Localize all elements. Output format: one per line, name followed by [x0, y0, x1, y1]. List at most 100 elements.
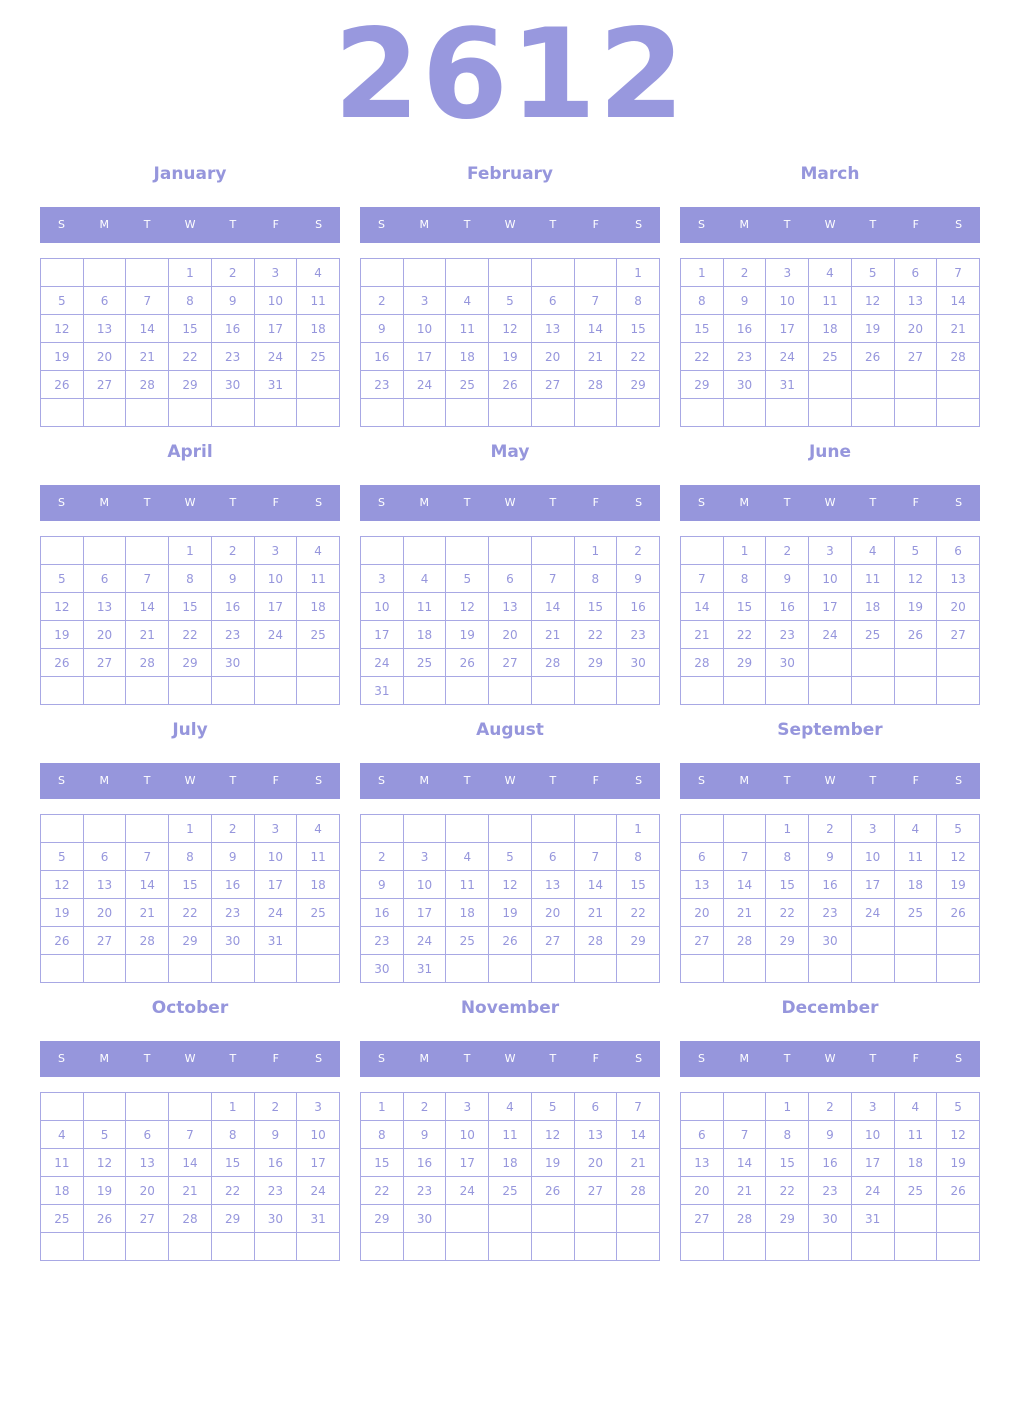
day-cell: 29 — [765, 926, 810, 955]
weekday-label: F — [592, 774, 599, 787]
week-row: 26 27 28 29 30 31 — [40, 926, 340, 955]
weekday-label: T — [143, 218, 151, 231]
day-cell: 16 — [360, 342, 404, 371]
day-grid: 1 2 3 4 5 6 7 8 9 10 11 12 13 14 15 16 17 18 19 20 21 22 23 24 2… — [360, 536, 660, 705]
day-cell — [40, 258, 84, 287]
week-row: 23 24 25 26 27 28 29 — [360, 926, 660, 955]
day-cell: 20 — [488, 620, 532, 649]
weekday-label: S — [377, 218, 385, 231]
day-cell: 25 — [296, 898, 340, 927]
week-row: 16 17 18 19 20 21 22 — [360, 342, 660, 371]
day-cell: 2 — [360, 842, 404, 871]
day-cell: 31 — [402, 954, 447, 983]
day-cell: 27 — [488, 648, 532, 677]
day-cell — [210, 954, 255, 983]
day-cell — [936, 1204, 980, 1233]
day-cell: 4 — [40, 1120, 84, 1149]
day-cell: 3 — [850, 1092, 895, 1121]
day-cell — [936, 370, 980, 399]
day-cell: 12 — [936, 1120, 980, 1149]
day-cell — [82, 1092, 127, 1121]
day-cell: 25 — [296, 342, 340, 371]
day-cell: 3 — [253, 814, 298, 843]
day-cell: 17 — [296, 1148, 340, 1177]
day-cell: 7 — [616, 1092, 660, 1121]
day-cell: 16 — [210, 870, 255, 899]
day-cell: 15 — [765, 1148, 810, 1177]
week-row: 27 28 29 30 31 — [680, 1204, 980, 1233]
day-cell: 31 — [296, 1204, 340, 1233]
weekday-label: M — [419, 218, 430, 231]
day-cell: 17 — [360, 620, 404, 649]
day-cell: 30 — [765, 648, 810, 677]
weekday-label: T — [549, 774, 557, 787]
day-cell: 20 — [680, 898, 724, 927]
day-cell — [40, 676, 84, 705]
week-row: 29 30 31 — [680, 370, 980, 399]
day-cell — [893, 954, 938, 983]
weekday-label: F — [272, 1052, 279, 1065]
month-title: April — [167, 442, 213, 462]
day-cell — [125, 398, 170, 427]
day-cell: 23 — [210, 342, 255, 371]
day-cell: 11 — [40, 1148, 84, 1177]
day-cell: 1 — [210, 1092, 255, 1121]
week-row — [680, 1232, 980, 1261]
day-cell — [125, 954, 170, 983]
weekday-label: S — [955, 1052, 963, 1065]
day-cell: 6 — [936, 536, 980, 565]
day-cell: 15 — [360, 1148, 404, 1177]
day-cell: 5 — [40, 842, 84, 871]
day-cell — [488, 258, 532, 287]
week-row — [40, 676, 340, 705]
day-cell: 28 — [125, 648, 170, 677]
day-cell — [40, 1232, 84, 1261]
day-cell — [253, 1232, 298, 1261]
weekday-label: S — [635, 218, 643, 231]
day-cell: 15 — [765, 870, 810, 899]
day-cell — [40, 536, 84, 565]
day-cell: 5 — [40, 286, 84, 315]
day-cell: 27 — [82, 648, 127, 677]
weekday-label: F — [912, 1052, 919, 1065]
day-cell: 12 — [850, 286, 895, 315]
weekday-label: W — [504, 218, 516, 231]
day-cell: 12 — [40, 870, 84, 899]
week-row — [40, 954, 340, 983]
day-cell: 9 — [210, 286, 255, 315]
day-cell: 25 — [893, 1176, 938, 1205]
day-cell — [530, 258, 575, 287]
weekday-label: F — [912, 218, 919, 231]
day-cell: 28 — [168, 1204, 212, 1233]
day-cell: 11 — [296, 286, 340, 315]
weekday-label: S — [57, 218, 65, 231]
weekday-label: M — [99, 218, 110, 231]
day-cell — [936, 1232, 980, 1261]
weekday-label: T — [463, 218, 471, 231]
day-cell — [850, 1232, 895, 1261]
day-cell: 9 — [808, 1120, 852, 1149]
week-row: 24 25 26 27 28 29 30 — [360, 648, 660, 677]
day-cell: 10 — [850, 1120, 895, 1149]
day-cell: 11 — [893, 842, 938, 871]
week-row: 22 23 24 25 26 27 28 — [680, 342, 980, 371]
week-row — [40, 398, 340, 427]
day-cell — [125, 1092, 170, 1121]
day-cell: 14 — [680, 592, 724, 621]
day-cell: 20 — [893, 314, 938, 343]
day-cell: 25 — [488, 1176, 532, 1205]
weekday-label: W — [184, 496, 196, 509]
weekday-label: T — [143, 774, 151, 787]
day-cell: 10 — [765, 286, 810, 315]
day-cell: 31 — [850, 1204, 895, 1233]
week-row — [360, 1232, 660, 1261]
day-cell — [530, 398, 575, 427]
day-cell — [82, 814, 127, 843]
day-cell: 29 — [168, 370, 212, 399]
